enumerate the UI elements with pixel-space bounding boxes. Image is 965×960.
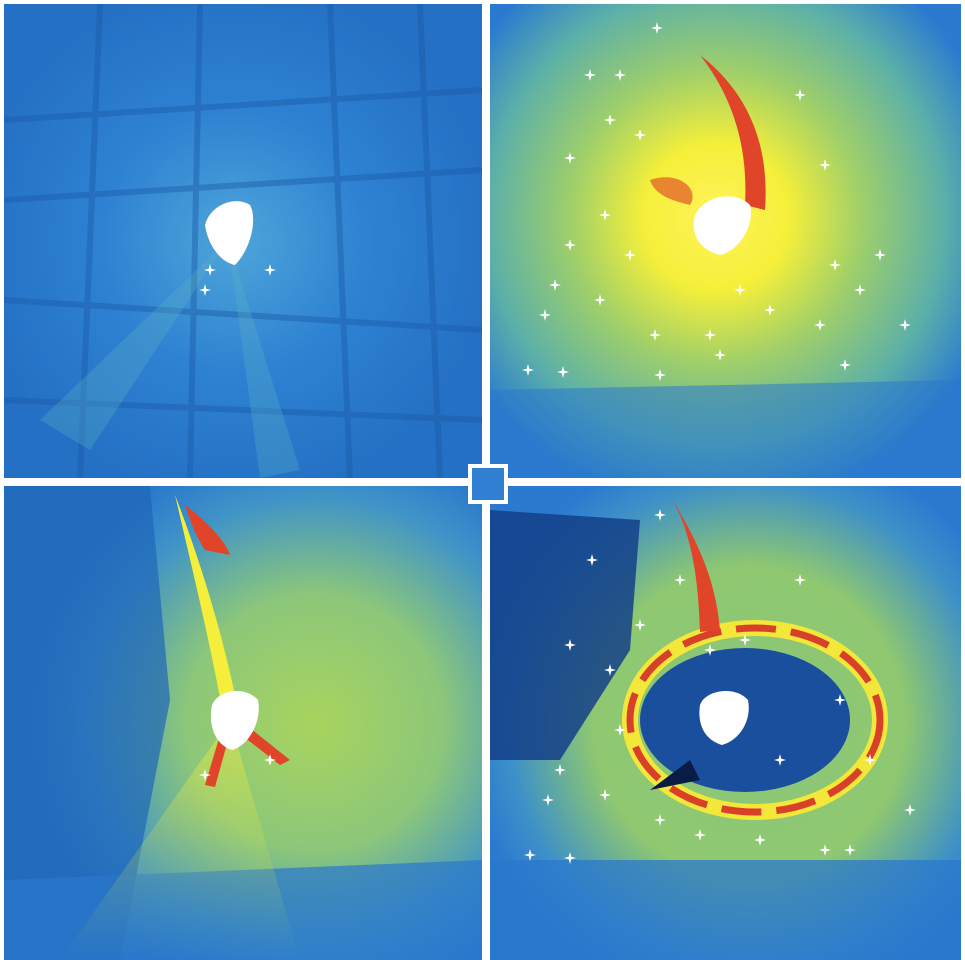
panel-top-right [490,4,961,478]
panel-bottom-right [490,486,961,960]
panel-top-left [4,4,482,478]
panel-bottom-left [4,486,482,960]
center-square [472,468,504,500]
